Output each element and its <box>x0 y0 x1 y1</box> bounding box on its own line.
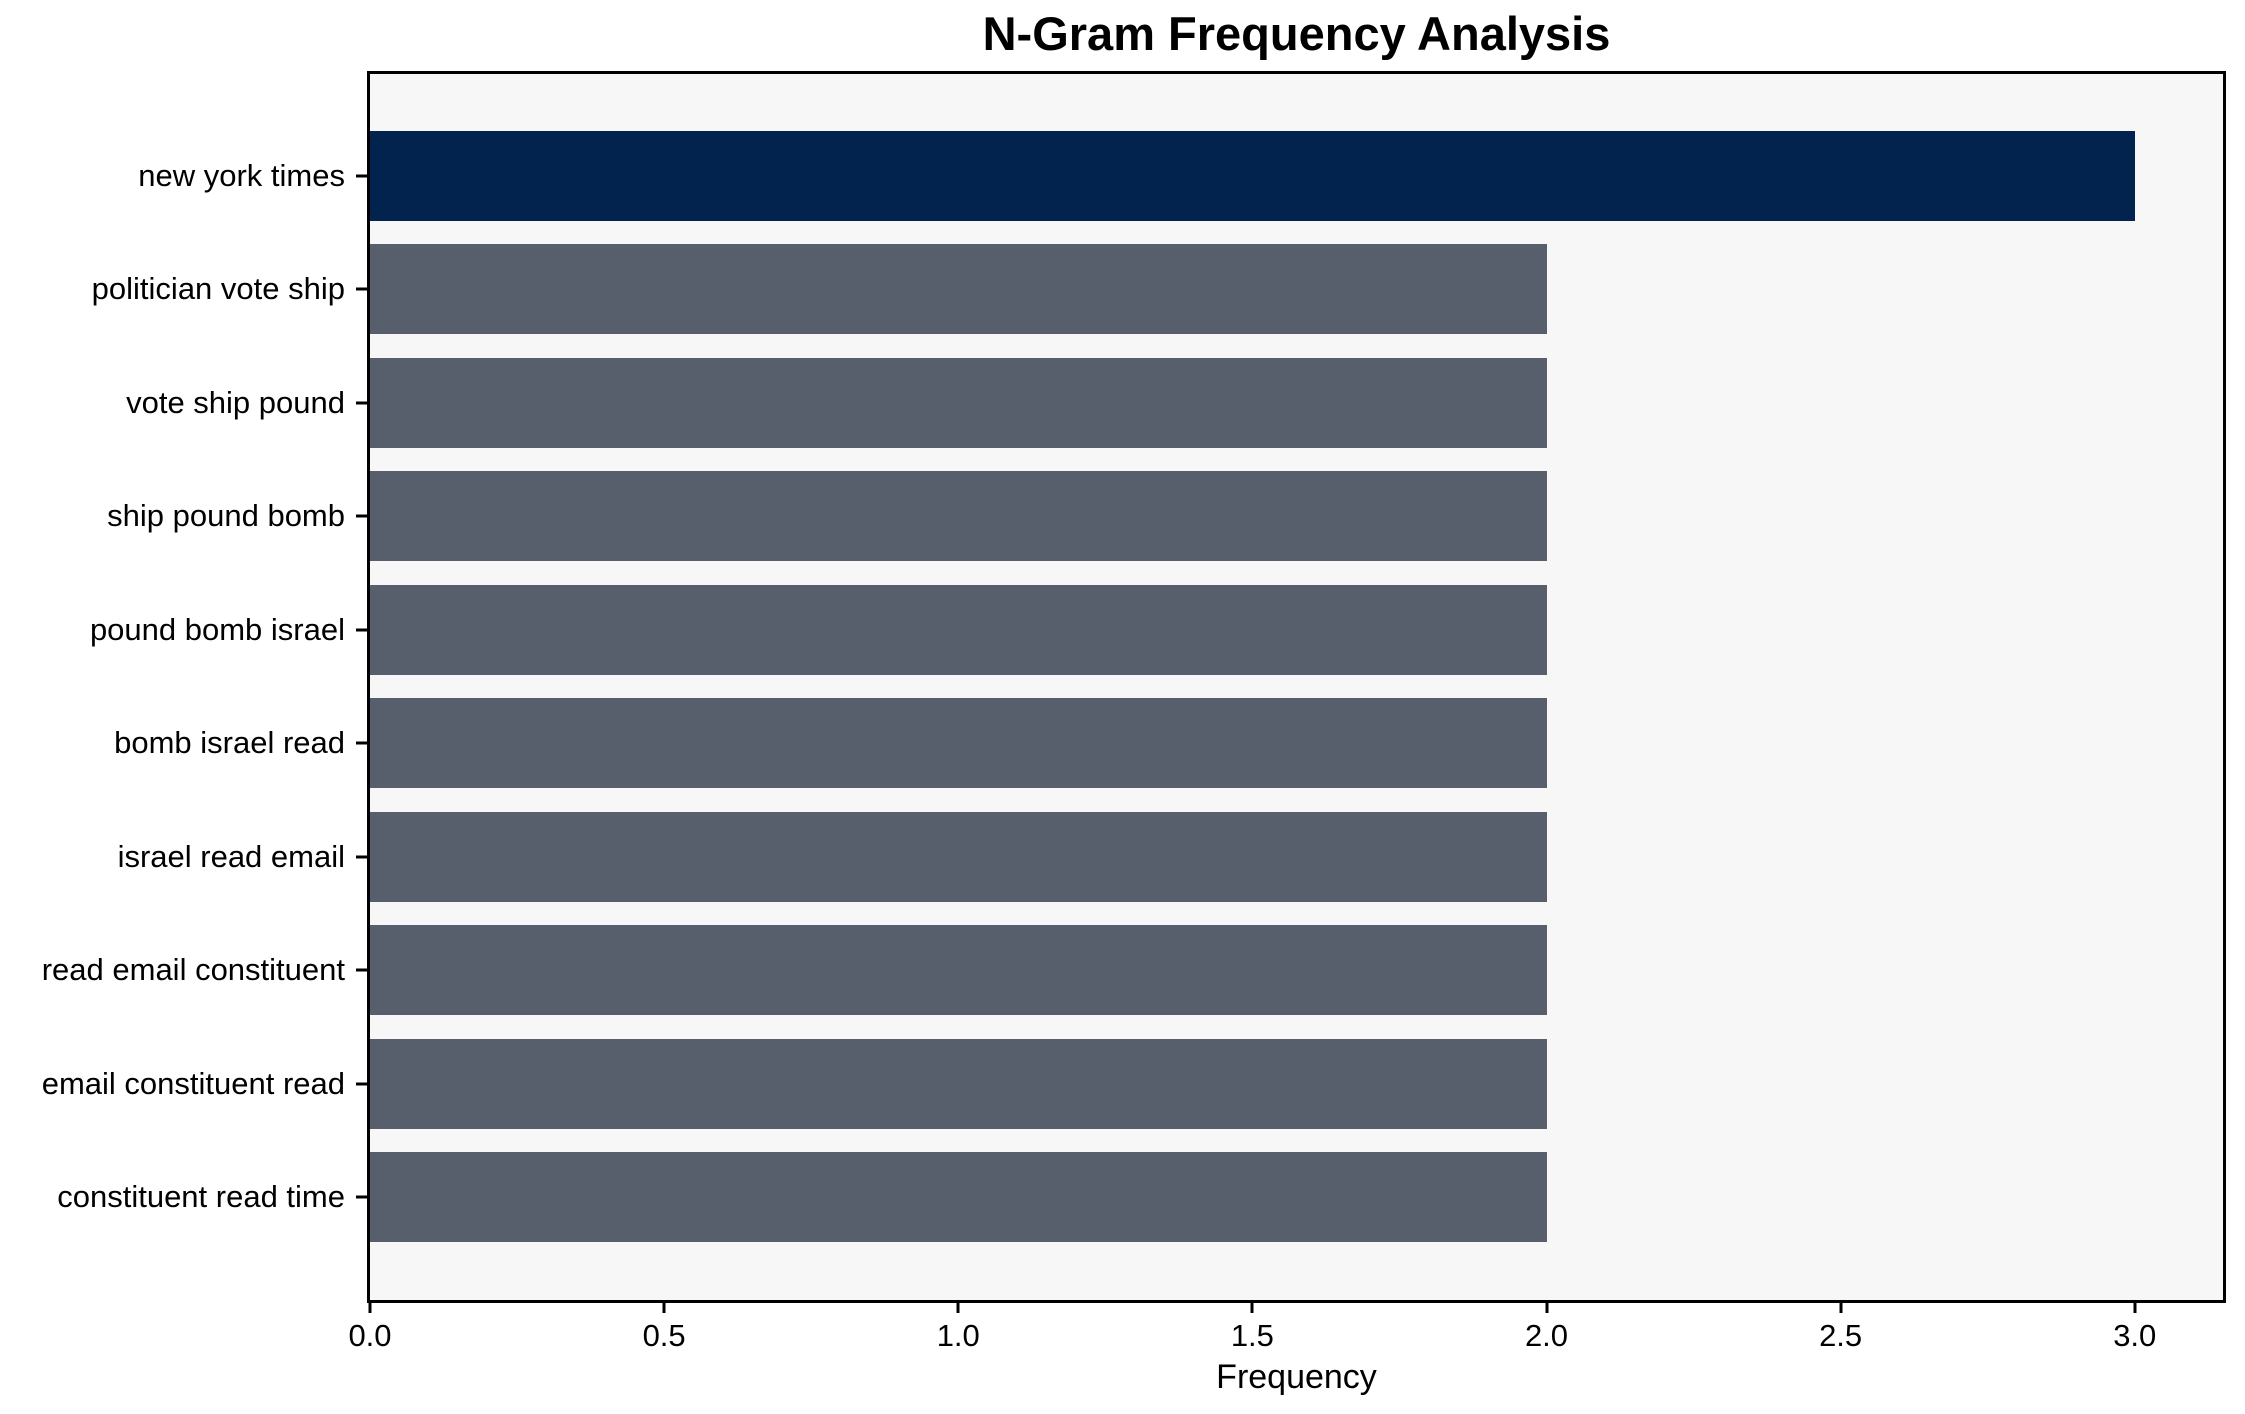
y-tick-label: read email constituent <box>41 952 345 988</box>
x-tick-label: 0.5 <box>642 1318 686 1353</box>
x-tick-label: 1.5 <box>1230 1318 1274 1353</box>
x-tick-label: 1.0 <box>936 1318 980 1353</box>
x-tick-mark <box>1250 1300 1254 1313</box>
y-tick-mark <box>356 514 367 518</box>
bar-ship-pound-bomb <box>370 471 1547 562</box>
x-tick-mark <box>368 1300 372 1313</box>
y-tick-mark <box>356 174 367 178</box>
y-tick-mark <box>356 1082 367 1086</box>
bar-vote-ship-pound <box>370 357 1547 448</box>
x-tick-label: 2.5 <box>1819 1318 1863 1353</box>
chart-title: N-Gram Frequency Analysis <box>982 7 1611 60</box>
y-tick-label: pound bomb israel <box>89 611 345 647</box>
y-tick-mark <box>356 741 367 745</box>
x-tick-label: 0.0 <box>348 1318 392 1353</box>
x-tick-label: 3.0 <box>2113 1318 2157 1353</box>
bar-politician-vote-ship <box>370 244 1547 335</box>
bar-constituent-read-time <box>370 1152 1547 1243</box>
x-tick-label: 2.0 <box>1524 1318 1569 1353</box>
y-tick-mark <box>356 968 367 972</box>
x-axis-title: Frequency <box>1216 1358 1377 1396</box>
bar-pound-bomb-israel <box>370 584 1547 675</box>
y-tick-mark <box>356 855 367 859</box>
bar-israel-read-email <box>370 811 1547 902</box>
x-tick-mark <box>662 1300 666 1313</box>
y-tick-label: ship pound bomb <box>107 498 345 534</box>
bar-bomb-israel-read <box>370 698 1547 789</box>
y-tick-mark <box>356 628 367 632</box>
y-tick-label: bomb israel read <box>114 725 345 761</box>
y-tick-mark <box>356 401 367 405</box>
y-tick-label: email constituent read <box>41 1065 345 1101</box>
y-tick-label: israel read email <box>117 838 345 874</box>
y-tick-mark <box>356 1195 367 1199</box>
bar-email-constituent-read <box>370 1038 1547 1129</box>
y-tick-label: new york times <box>138 157 345 193</box>
y-tick-label: vote ship pound <box>126 384 345 420</box>
plot-area <box>367 71 2226 1303</box>
y-tick-label: politician vote ship <box>91 271 345 307</box>
x-tick-mark <box>956 1300 960 1313</box>
x-tick-mark <box>2133 1300 2137 1313</box>
bar-read-email-constituent <box>370 925 1547 1016</box>
bar-new-york-times <box>370 130 2135 221</box>
x-tick-mark <box>1545 1300 1548 1313</box>
y-tick-label: constituent read time <box>57 1179 345 1215</box>
x-tick-mark <box>1839 1300 1843 1313</box>
y-tick-mark <box>356 287 367 291</box>
